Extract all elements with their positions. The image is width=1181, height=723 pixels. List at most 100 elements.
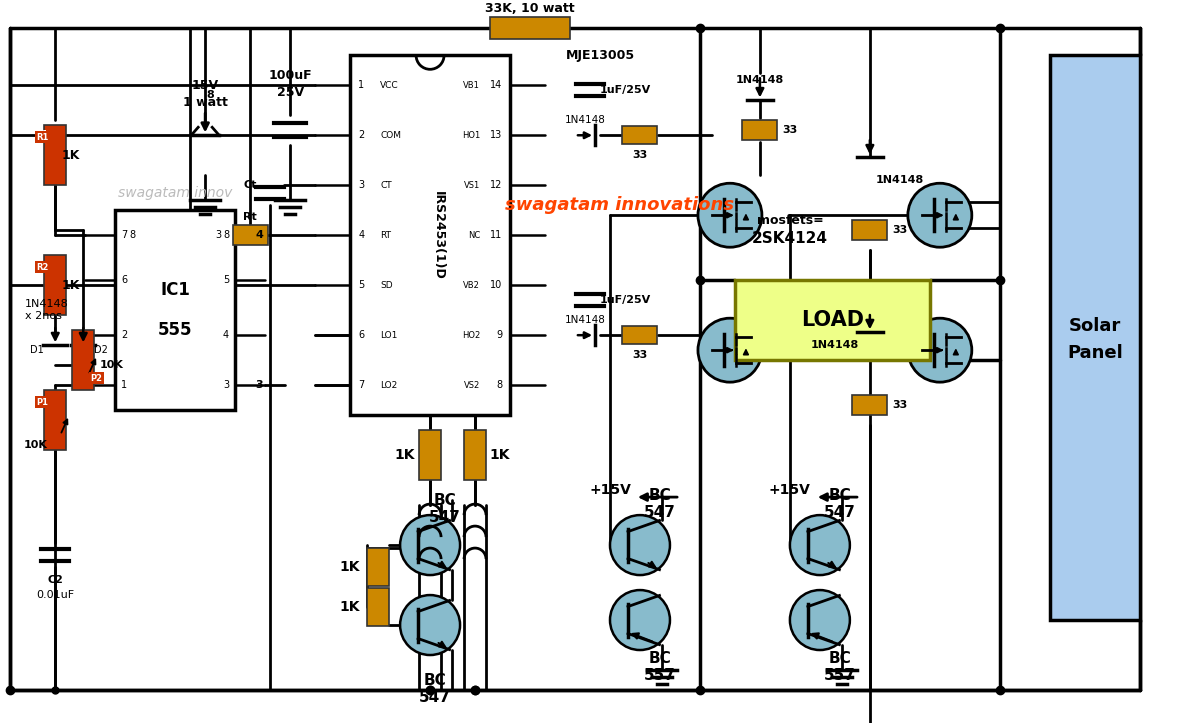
Text: 557: 557 — [824, 667, 856, 683]
Circle shape — [908, 183, 972, 247]
Bar — [116, 210, 235, 410]
Bar — [367, 588, 389, 626]
Text: 4: 4 — [255, 230, 263, 240]
Text: VCC: VCC — [380, 81, 399, 90]
Text: 1N4148: 1N4148 — [565, 115, 606, 125]
Text: P1: P1 — [37, 398, 48, 406]
Text: 11: 11 — [490, 230, 502, 240]
Text: RT: RT — [380, 231, 391, 240]
Text: Ct: Ct — [243, 180, 256, 190]
Text: C2: C2 — [47, 575, 64, 585]
Text: 557: 557 — [644, 667, 676, 683]
Text: Rt: Rt — [243, 213, 257, 222]
Text: 10: 10 — [490, 281, 502, 290]
Text: 8: 8 — [207, 90, 214, 100]
Text: P2: P2 — [90, 374, 103, 382]
Circle shape — [698, 318, 762, 382]
Text: 4: 4 — [223, 330, 229, 341]
Text: 555: 555 — [158, 321, 193, 339]
Text: HO1: HO1 — [462, 131, 479, 140]
Text: LO1: LO1 — [380, 330, 398, 340]
Text: BC: BC — [829, 651, 852, 666]
Text: 6: 6 — [122, 275, 128, 285]
Text: 3: 3 — [223, 380, 229, 390]
Text: 1N4148: 1N4148 — [736, 75, 784, 85]
Bar — [622, 127, 658, 145]
Text: 13: 13 — [490, 130, 502, 140]
Text: BC: BC — [648, 651, 671, 666]
Text: 547: 547 — [644, 505, 676, 520]
Text: IC1: IC1 — [161, 281, 190, 299]
Text: 1K: 1K — [490, 448, 510, 462]
Text: D2: D2 — [94, 345, 109, 355]
Text: 4: 4 — [358, 230, 364, 240]
Text: 2SK4124: 2SK4124 — [752, 231, 828, 246]
Text: +15V: +15V — [769, 483, 811, 497]
Text: 1uF/25V: 1uF/25V — [600, 85, 651, 95]
Text: 100uF: 100uF — [268, 69, 312, 82]
Text: 1K: 1K — [340, 600, 360, 614]
Text: 33: 33 — [632, 350, 647, 360]
Text: CT: CT — [380, 181, 392, 189]
Circle shape — [611, 515, 670, 575]
Bar — [233, 226, 268, 245]
Text: 5: 5 — [223, 275, 229, 285]
Text: BC: BC — [433, 492, 456, 508]
Text: COM: COM — [380, 131, 402, 140]
Text: R1: R1 — [37, 133, 48, 142]
Text: 14: 14 — [490, 80, 502, 90]
Text: 8: 8 — [129, 230, 135, 240]
Text: 33K, 10 watt: 33K, 10 watt — [485, 2, 575, 15]
Text: 1K: 1K — [63, 278, 80, 291]
Text: D1: D1 — [31, 345, 44, 355]
Text: BC: BC — [829, 487, 852, 502]
Text: 0.01uF: 0.01uF — [37, 590, 74, 600]
Text: BC: BC — [648, 487, 671, 502]
Text: 33: 33 — [782, 125, 797, 135]
Text: Solar: Solar — [1069, 317, 1121, 335]
Text: 25V: 25V — [276, 86, 304, 99]
Text: mosfets=: mosfets= — [757, 214, 823, 227]
Text: VS2: VS2 — [464, 380, 479, 390]
Text: 1K: 1K — [63, 149, 80, 162]
Bar — [367, 548, 389, 586]
Text: NC: NC — [468, 231, 479, 240]
Text: 1N4148: 1N4148 — [565, 315, 606, 325]
Bar — [743, 120, 777, 140]
Text: 2: 2 — [358, 130, 365, 140]
Text: +15V: +15V — [589, 483, 631, 497]
Text: VB2: VB2 — [463, 281, 479, 290]
Text: SD: SD — [380, 281, 393, 290]
Bar — [853, 395, 887, 415]
Text: LO2: LO2 — [380, 380, 397, 390]
Circle shape — [790, 590, 850, 650]
Text: 1N4148: 1N4148 — [811, 341, 859, 350]
Text: 33: 33 — [892, 400, 907, 410]
Bar — [419, 430, 441, 480]
Text: R2: R2 — [37, 262, 48, 272]
Text: 1N4148
x 2nos: 1N4148 x 2nos — [25, 299, 68, 321]
Bar — [622, 326, 658, 344]
Bar — [350, 56, 510, 415]
Text: VS1: VS1 — [464, 181, 479, 189]
Circle shape — [790, 515, 850, 575]
Circle shape — [611, 590, 670, 650]
Text: 10K: 10K — [24, 440, 47, 450]
Text: BC: BC — [424, 672, 446, 688]
Text: 1K: 1K — [394, 448, 416, 462]
Text: 6: 6 — [358, 330, 364, 341]
Bar — [490, 17, 570, 39]
Bar — [735, 281, 929, 360]
Circle shape — [698, 183, 762, 247]
Text: 3: 3 — [255, 380, 263, 390]
Bar — [44, 255, 66, 315]
Text: 15V: 15V — [191, 79, 218, 92]
Text: LOAD: LOAD — [801, 310, 863, 330]
Bar — [44, 125, 66, 185]
Text: 7: 7 — [122, 230, 128, 240]
Circle shape — [400, 595, 461, 655]
Text: 33: 33 — [892, 226, 907, 235]
Text: R1: R1 — [34, 130, 48, 140]
Text: 8: 8 — [496, 380, 502, 390]
Circle shape — [908, 318, 972, 382]
